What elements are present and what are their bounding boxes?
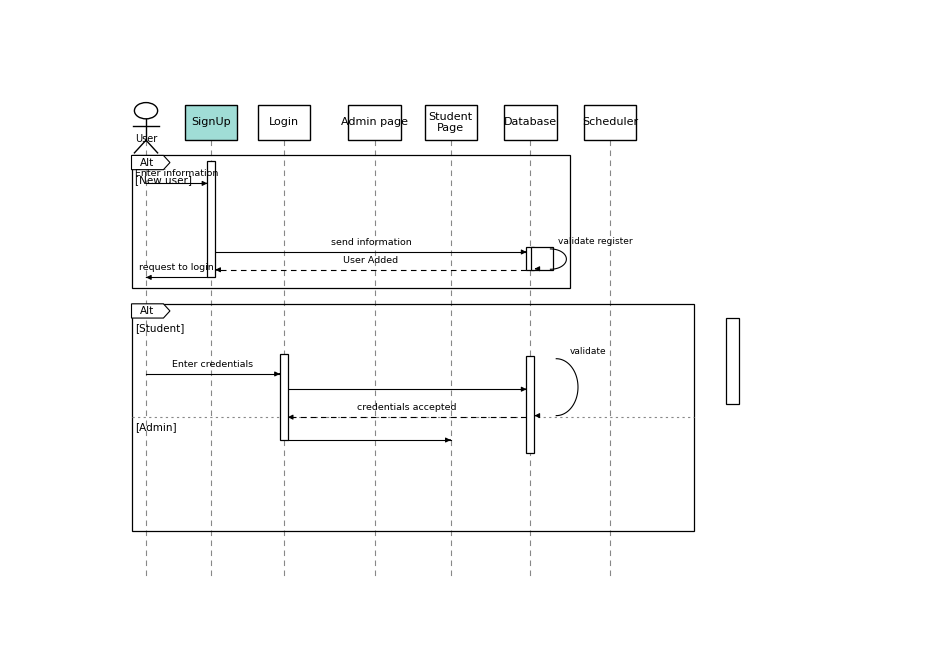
Bar bbox=[425, 105, 476, 140]
Bar bbox=[207, 160, 215, 277]
Text: validate register: validate register bbox=[559, 238, 633, 246]
Bar bbox=[726, 318, 739, 405]
Bar bbox=[526, 356, 534, 453]
Bar bbox=[280, 354, 288, 440]
Bar bbox=[185, 105, 238, 140]
Text: Student
Page: Student Page bbox=[429, 112, 473, 133]
Text: Alt: Alt bbox=[140, 306, 154, 316]
Text: Scheduler: Scheduler bbox=[582, 117, 638, 127]
Bar bbox=[131, 156, 570, 288]
Text: credentials accepted: credentials accepted bbox=[358, 403, 457, 412]
Bar bbox=[257, 105, 310, 140]
Bar bbox=[131, 304, 694, 531]
Text: [Student]: [Student] bbox=[135, 323, 184, 333]
Bar bbox=[348, 105, 401, 140]
Text: send information: send information bbox=[330, 238, 411, 247]
Text: Login: Login bbox=[269, 117, 299, 127]
Text: Enter information: Enter information bbox=[135, 170, 218, 178]
Bar bbox=[526, 247, 534, 270]
Text: Admin page: Admin page bbox=[341, 117, 408, 127]
Text: Database: Database bbox=[504, 117, 557, 127]
Text: SignUp: SignUp bbox=[192, 117, 231, 127]
Text: validate: validate bbox=[570, 346, 607, 356]
Text: User: User bbox=[135, 134, 157, 144]
Bar bbox=[584, 105, 636, 140]
Text: User Added: User Added bbox=[344, 255, 399, 265]
Text: [Admin]: [Admin] bbox=[135, 422, 177, 432]
Bar bbox=[531, 247, 552, 270]
Text: [New user]: [New user] bbox=[135, 175, 192, 185]
Polygon shape bbox=[131, 156, 170, 170]
Text: Alt: Alt bbox=[140, 158, 154, 168]
Text: Enter credentials: Enter credentials bbox=[172, 360, 254, 369]
Polygon shape bbox=[131, 304, 170, 318]
Text: request to login: request to login bbox=[139, 263, 214, 273]
Bar bbox=[505, 105, 557, 140]
